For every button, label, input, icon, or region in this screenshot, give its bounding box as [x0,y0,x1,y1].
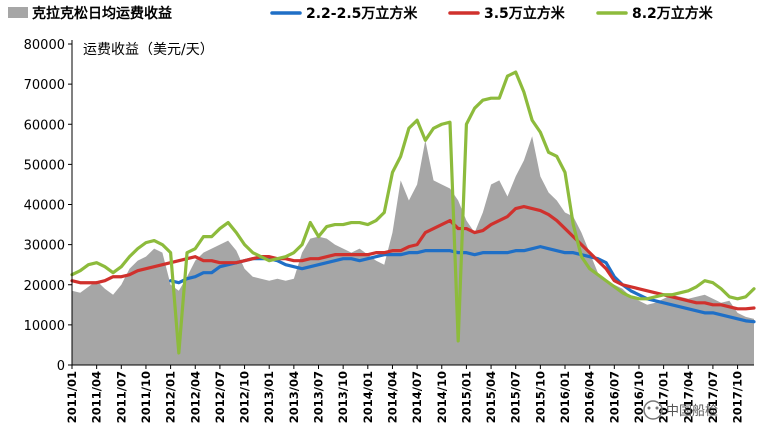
x-axis: 2011/01 2011/04 2011/07 2011/10 2012/01 2012/… [65,364,754,423]
y-tick-label: 40000 [24,199,65,214]
wechat-logo-icon-inner [647,406,651,410]
y-axis-label: 运费收益（美元/天） [83,42,214,58]
series-line-3 [70,70,756,355]
x-tick-label: 2014/07 [410,371,424,423]
x-tick-label: 2017/01 [657,371,671,423]
x-tick-label: 2013/10 [336,371,350,423]
legend-label: 克拉克松日均运费收益 [32,5,172,22]
legend-swatch [8,7,28,18]
x-tick-label: 2011/01 [65,371,79,423]
x-tick-label: 2016/04 [583,371,597,423]
x-tick-label: 2012/07 [213,371,227,423]
legend: 克拉克松日均运费收益 2.2-2.5万立方米 3.5万立方米 8.2万立方米 [8,5,714,22]
x-tick-label: 2012/10 [238,371,252,423]
legend-label: 3.5万立方米 [484,5,566,22]
legend-label: 8.2万立方米 [632,5,714,22]
x-tick-label: 2017/10 [731,371,745,423]
x-tick-label: 2014/10 [435,371,449,423]
series-area-clarksons [72,136,754,365]
y-tick-label: 60000 [24,118,65,133]
x-tick-label: 2016/10 [632,371,646,423]
legend-label: 2.2-2.5万立方米 [306,5,418,22]
x-tick-label: 2015/04 [484,371,498,423]
watermark-text: 中国船检 [666,404,718,419]
y-axis: 0 10000 20000 30000 40000 50000 60000 70000 8000… [24,38,73,374]
x-tick-label: 2011/10 [139,371,153,423]
x-tick-label: 2013/04 [287,371,301,423]
wechat-logo-icon [643,400,663,420]
y-tick-label: 10000 [24,319,65,334]
x-tick-label: 2012/04 [188,371,202,423]
x-tick-label: 2015/07 [509,371,523,423]
wechat-logo-icon-inner [655,406,659,410]
y-tick-label: 50000 [24,158,65,173]
x-tick-label: 2011/04 [90,371,104,423]
x-tick-label: 2017/07 [706,371,720,423]
x-tick-label: 2016/07 [607,371,621,423]
plot-area [70,70,756,365]
x-tick-label: 2013/07 [312,371,326,423]
x-tick-label: 2014/01 [361,371,375,423]
x-tick-label: 2012/01 [164,371,178,423]
y-tick-label: 30000 [24,239,65,254]
x-tick-label: 2016/01 [558,371,572,423]
x-tick-label: 2014/04 [385,371,399,423]
y-tick-label: 70000 [24,78,65,93]
x-tick-label: 2011/07 [114,371,128,423]
y-tick-label: 0 [57,359,65,374]
y-tick-label: 20000 [24,279,65,294]
x-tick-label: 2015/10 [533,371,547,423]
watermark: 中国船检 [643,400,718,420]
x-tick-label: 2013/01 [262,371,276,423]
x-tick-label: 2017/04 [681,371,695,423]
x-tick-label: 2015/01 [459,371,473,423]
y-tick-label: 80000 [24,38,65,53]
